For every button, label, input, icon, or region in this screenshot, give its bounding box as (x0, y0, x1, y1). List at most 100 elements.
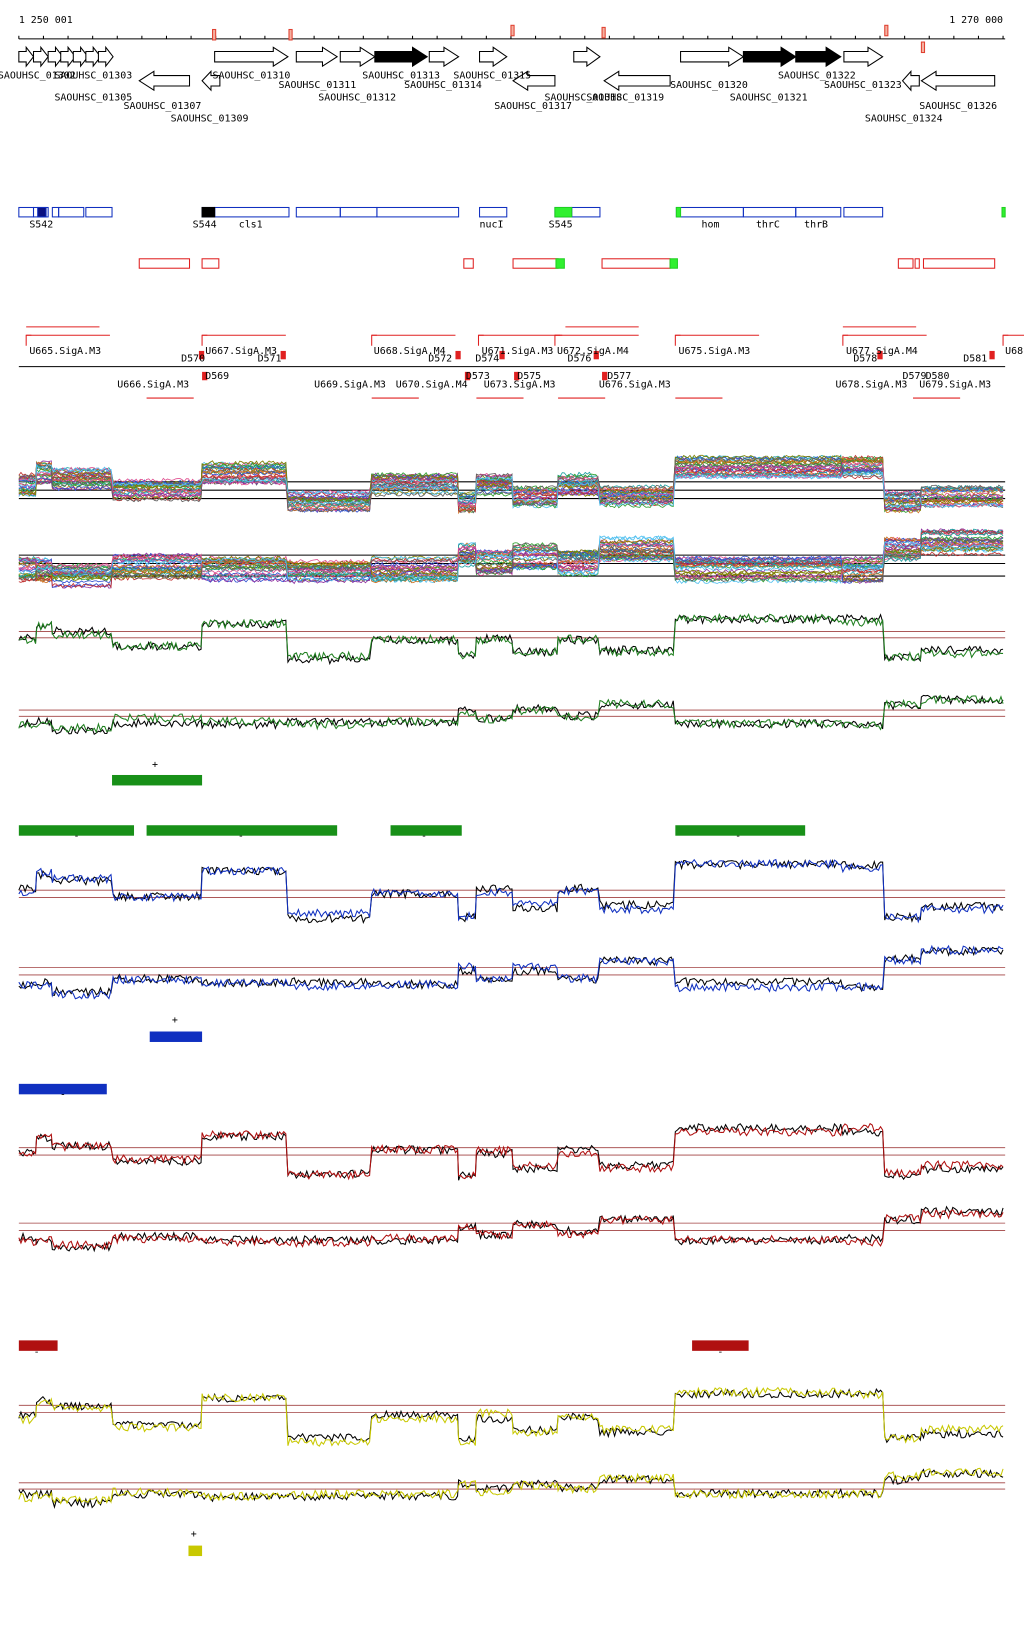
gene-arrow (742, 46, 797, 68)
label: D580 (926, 371, 950, 382)
label: SAOUHSC_01317 (494, 101, 572, 112)
label: U678.SigA.M3 (836, 380, 908, 391)
expression-trace (18, 1205, 1004, 1253)
label: SAOUHSC_01303 (54, 71, 132, 82)
expression-trace (18, 612, 1004, 662)
label: S545 (549, 219, 573, 230)
feature-box (37, 206, 47, 218)
label: D569 (205, 371, 229, 382)
label: D570 (181, 353, 205, 364)
label: thrB (804, 219, 828, 230)
gene-arrow (512, 70, 556, 92)
promoter-mark (25, 334, 32, 346)
ruler-marker (288, 28, 293, 41)
label: - (238, 831, 244, 842)
gene-arrow (428, 46, 460, 68)
expression-trace (18, 528, 1004, 583)
gene-arrow (680, 46, 745, 68)
feature-box (669, 258, 678, 269)
feature-box (675, 206, 744, 218)
promoter-box (464, 371, 471, 381)
label: U675.SigA.M3 (678, 346, 750, 357)
label: S542 (29, 219, 53, 230)
expression-trace (18, 535, 1004, 582)
label: D573 (466, 371, 490, 382)
segment-bar (188, 1545, 203, 1557)
promoter-box (499, 350, 505, 360)
expression-trace (18, 462, 1004, 510)
feature-box (18, 206, 35, 218)
gene-arrow (603, 70, 671, 92)
label: SAOUHSC_01324 (865, 114, 943, 125)
expression-trace (18, 455, 1004, 503)
expression-trace (18, 858, 1004, 924)
promoter-box (280, 350, 286, 360)
feature-box (201, 206, 216, 218)
gene-arrow (901, 69, 920, 92)
feature-box (201, 258, 220, 269)
feature-box (85, 206, 113, 218)
label: SAOUHSC_01311 (279, 80, 357, 91)
feature-box (51, 206, 60, 218)
gene-arrow (60, 45, 77, 68)
label: - (60, 1089, 66, 1100)
promoter-mark (477, 334, 484, 346)
feature-box (555, 258, 565, 269)
promoter-mark (842, 334, 849, 346)
expression-trace (18, 457, 1004, 513)
label: + (191, 1529, 197, 1540)
expression-trace (18, 529, 1004, 578)
label: 1 250 001 (19, 15, 73, 26)
expression-trace (18, 539, 1004, 584)
gene-arrow (72, 45, 89, 68)
label: D576 (567, 353, 591, 364)
label: SAOUHSC_01326 (919, 101, 997, 112)
label: D577 (607, 371, 631, 382)
gene-arrow (214, 46, 289, 68)
segment-bar (18, 1340, 58, 1351)
expression-trace (18, 944, 1004, 1000)
label: - (421, 831, 427, 842)
label: D575 (517, 371, 541, 382)
label: nucI (480, 219, 504, 230)
label: U667.SigA.M3 (205, 346, 277, 357)
gene-arrow (374, 46, 429, 68)
label: - (73, 831, 79, 842)
expression-trace (18, 531, 1004, 580)
label: U671.SigA.M3 (482, 346, 554, 357)
expression-trace (18, 946, 1004, 998)
label: U676.SigA.M3 (599, 380, 671, 391)
label: D574 (475, 353, 499, 364)
label: SAOUHSC_01318 (544, 93, 622, 104)
feature-box (1001, 206, 1006, 218)
ruler-marker (212, 28, 217, 41)
label: 1 270 000 (949, 15, 1003, 26)
gene-arrow (97, 45, 114, 68)
ruler-marker (884, 24, 889, 37)
feature-box (295, 206, 341, 218)
gene-arrow (47, 45, 64, 68)
label: SAOUHSC_01310 (213, 71, 291, 82)
expression-trace (18, 536, 1004, 583)
expression-trace (18, 1208, 1004, 1251)
segment-bar (18, 1083, 107, 1095)
feature-box (138, 258, 191, 269)
label: + (152, 760, 158, 771)
gene-arrow (843, 46, 884, 68)
feature-box (479, 206, 508, 218)
gene-arrow (920, 70, 996, 92)
expression-trace (18, 537, 1004, 583)
label: SAOUHSC_01315 (453, 71, 531, 82)
expression-trace (18, 537, 1004, 581)
expression-trace (18, 1122, 1004, 1181)
label: U68 (1005, 346, 1023, 357)
label: SAOUHSC_01323 (824, 80, 902, 91)
segment-bar (675, 825, 806, 836)
label: SAOUHSC_01302 (0, 71, 76, 82)
label: hom (702, 219, 720, 230)
label: D579 (903, 371, 927, 382)
feature-box (58, 206, 85, 218)
expression-trace (18, 1388, 1004, 1444)
feature-box (843, 206, 884, 218)
